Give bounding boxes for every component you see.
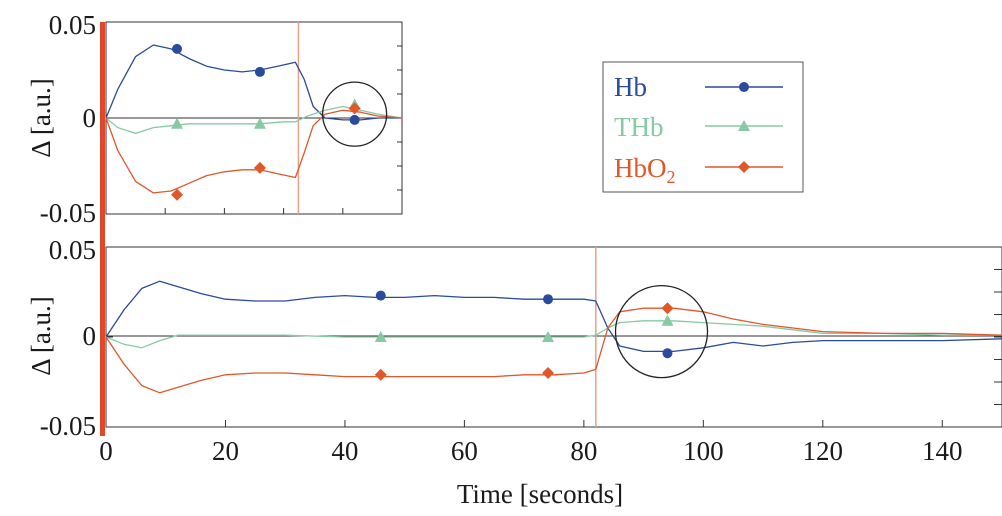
main-ticks xyxy=(105,246,1002,428)
legend-label-hbo2-subscript: 2 xyxy=(667,167,676,187)
legend: Hb THb HbO2 xyxy=(602,61,804,193)
main-ytick-label: 0 xyxy=(83,321,97,351)
main-ytick-label: -0.05 xyxy=(40,411,96,441)
inset-highlight-circle xyxy=(321,81,388,147)
data-point-hb xyxy=(543,294,554,305)
main-xtick-label: 20 xyxy=(212,436,239,466)
inset-ytick-label: 0.05 xyxy=(49,10,96,40)
main-y-axis-label: Δ [a.u.] xyxy=(26,296,56,376)
main-series xyxy=(105,280,1002,394)
legend-label-hbo2-main: HbO xyxy=(614,153,667,183)
data-point-thb xyxy=(253,117,266,129)
data-point-thb xyxy=(171,117,184,129)
main-xtick-label: 140 xyxy=(922,436,963,466)
data-point-hbo2 xyxy=(661,302,674,315)
main-xtick-label: 40 xyxy=(331,436,358,466)
data-point-hbo2 xyxy=(253,161,266,174)
data-point-thb xyxy=(542,331,555,342)
series-line-hbo2 xyxy=(105,307,1002,394)
inset-ytick-label: 0 xyxy=(83,103,97,133)
main-xtick-label: 80 xyxy=(570,436,597,466)
data-point-thb xyxy=(661,314,674,326)
main-x-axis-label: Time [seconds] xyxy=(457,479,623,509)
inset-series xyxy=(105,43,403,201)
main-xtick-label: 60 xyxy=(451,436,478,466)
legend-label-hb: Hb xyxy=(614,72,647,102)
series-line-hb xyxy=(105,280,1002,353)
data-point-hb xyxy=(662,348,673,359)
main-x-tick-labels: 0 20 40 60 80 100 120 140 xyxy=(99,436,962,466)
main-panel: 0.05 0 -0.05 Δ [a.u.] 0 20 40 60 80 100 … xyxy=(26,235,1002,509)
main-xtick-label: 120 xyxy=(803,436,844,466)
data-point-hb xyxy=(254,66,265,77)
series-line-thb xyxy=(105,320,1002,349)
data-point-hbo2 xyxy=(348,102,361,115)
inset-y-axis-label: Δ [a.u.] xyxy=(26,78,56,158)
legend-diamond-marker xyxy=(738,161,750,173)
inset-panel: 0.05 0 -0.05 Δ [a.u.] xyxy=(26,10,403,228)
data-point-hbo2 xyxy=(171,188,184,201)
legend-label-hbo2: HbO2 xyxy=(614,153,676,187)
left-marker-bar xyxy=(100,22,105,436)
data-point-hbo2 xyxy=(374,368,387,381)
legend-frame xyxy=(602,61,804,193)
main-highlight-circle xyxy=(614,284,709,379)
data-point-thb xyxy=(374,331,387,342)
data-point-hb xyxy=(375,290,386,301)
legend-circle-marker xyxy=(739,82,749,92)
data-point-hbo2 xyxy=(542,367,555,379)
data-point-hb xyxy=(172,43,183,54)
legend-triangle-marker xyxy=(738,120,750,131)
inset-ytick-label: -0.05 xyxy=(40,198,96,228)
data-point-hb xyxy=(349,114,360,125)
main-xtick-label: 100 xyxy=(683,436,724,466)
legend-label-thb: THb xyxy=(614,112,664,142)
main-ytick-label: 0.05 xyxy=(49,235,96,265)
main-xtick-label: 0 xyxy=(99,436,113,466)
